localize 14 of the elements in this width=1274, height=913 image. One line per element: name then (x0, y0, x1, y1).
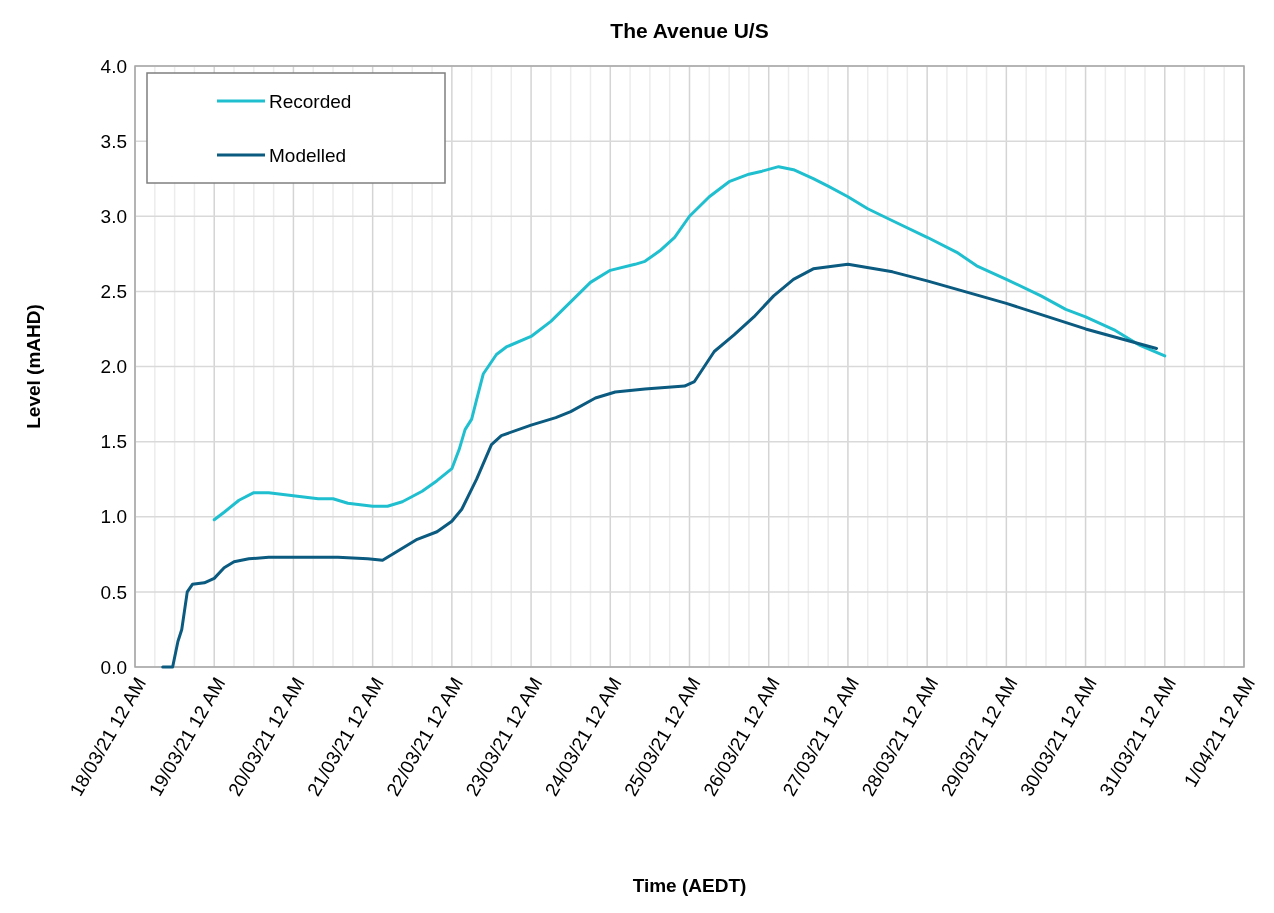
y-tick-label: 3.0 (100, 205, 127, 227)
legend-label: Recorded (269, 90, 352, 112)
y-axis-title: Level (mAHD) (23, 304, 44, 429)
chart-title: The Avenue U/S (610, 19, 769, 42)
legend-label: Modelled (269, 144, 347, 166)
x-axis-title: Time (AEDT) (632, 875, 747, 896)
y-tick-label: 1.0 (100, 506, 127, 528)
y-tick-label: 2.0 (100, 356, 127, 378)
y-tick-label: 2.5 (100, 281, 127, 303)
y-tick-label: 0.0 (100, 656, 127, 678)
y-tick-label: 4.0 (100, 55, 127, 77)
y-tick-label: 1.5 (100, 431, 127, 453)
y-tick-label: 3.5 (100, 130, 127, 152)
y-tick-label: 0.5 (100, 581, 127, 603)
